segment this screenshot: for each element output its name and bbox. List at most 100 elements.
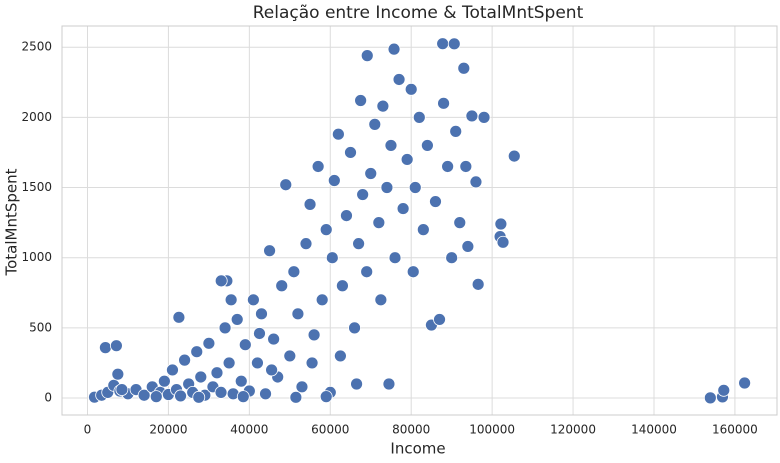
point	[333, 349, 347, 363]
point	[234, 374, 248, 388]
plot-frame	[61, 25, 778, 416]
point	[404, 82, 418, 96]
point	[305, 356, 319, 370]
point	[279, 178, 293, 192]
point	[192, 390, 206, 404]
point	[157, 374, 171, 388]
point	[275, 279, 289, 293]
point	[471, 277, 485, 291]
point	[224, 293, 238, 307]
point	[436, 37, 450, 51]
point	[388, 251, 402, 265]
point	[496, 235, 510, 249]
point	[115, 383, 129, 396]
point	[331, 127, 345, 141]
point	[703, 391, 717, 405]
point	[287, 265, 301, 279]
point	[246, 293, 260, 307]
point	[344, 146, 357, 159]
point	[263, 244, 276, 258]
point	[194, 370, 208, 384]
point	[447, 37, 461, 51]
point	[202, 336, 216, 350]
point	[311, 160, 325, 173]
point	[717, 383, 731, 397]
point	[374, 293, 388, 307]
x-tick-label: 140000	[631, 423, 677, 437]
point	[433, 313, 446, 326]
point	[149, 390, 163, 404]
point	[356, 188, 370, 201]
point	[230, 313, 244, 326]
point	[315, 293, 329, 307]
point	[461, 240, 475, 253]
point	[325, 251, 339, 265]
points	[88, 37, 752, 405]
x-tick-label: 100000	[469, 423, 515, 437]
point	[494, 217, 508, 231]
point	[352, 237, 366, 251]
point	[350, 377, 363, 391]
point	[360, 265, 374, 279]
point	[400, 153, 414, 166]
point	[412, 110, 426, 124]
point	[387, 42, 401, 56]
point	[172, 310, 186, 324]
point	[111, 367, 125, 381]
x-tick-label: 120000	[550, 423, 596, 437]
point	[319, 390, 333, 404]
point	[376, 99, 390, 113]
point	[420, 139, 434, 152]
point	[372, 216, 386, 230]
x-tick-label: 40000	[230, 423, 268, 437]
point	[380, 181, 394, 194]
point	[307, 328, 321, 342]
y-tick-label: 1000	[21, 250, 52, 264]
point	[382, 377, 396, 391]
point	[465, 109, 479, 123]
y-tick-label: 500	[29, 320, 52, 334]
point	[348, 321, 361, 335]
point	[166, 363, 179, 377]
point	[174, 389, 187, 403]
point	[340, 209, 353, 222]
y-tick-label: 2500	[21, 40, 52, 54]
x-tick-label: 20000	[149, 423, 187, 437]
point	[507, 149, 521, 163]
point	[218, 321, 232, 335]
y-tick-label: 0	[44, 391, 52, 405]
point	[214, 274, 228, 288]
y-axis-label: TotalMntSpent	[3, 168, 21, 276]
point	[408, 181, 422, 194]
x-tick-label: 0	[84, 423, 92, 437]
point	[459, 160, 473, 173]
point	[441, 160, 455, 173]
point	[291, 307, 305, 321]
point	[327, 174, 341, 187]
point	[453, 216, 467, 230]
point	[295, 380, 309, 394]
chart-title: Relação entre Income & TotalMntSpent	[253, 3, 584, 23]
point	[190, 345, 204, 359]
point	[437, 96, 450, 110]
point	[251, 356, 264, 370]
point	[354, 94, 368, 107]
point	[289, 390, 303, 404]
y-tick-label: 2000	[21, 110, 52, 124]
point	[259, 387, 272, 401]
point	[238, 338, 252, 352]
point	[406, 265, 420, 279]
point	[255, 307, 268, 321]
point	[109, 339, 123, 353]
point	[99, 341, 112, 355]
point	[416, 223, 430, 237]
point	[178, 353, 192, 367]
point	[429, 195, 442, 208]
point	[445, 251, 459, 265]
point	[449, 124, 463, 138]
point	[477, 110, 491, 124]
point	[457, 61, 471, 75]
point	[236, 390, 250, 404]
point	[469, 175, 483, 189]
